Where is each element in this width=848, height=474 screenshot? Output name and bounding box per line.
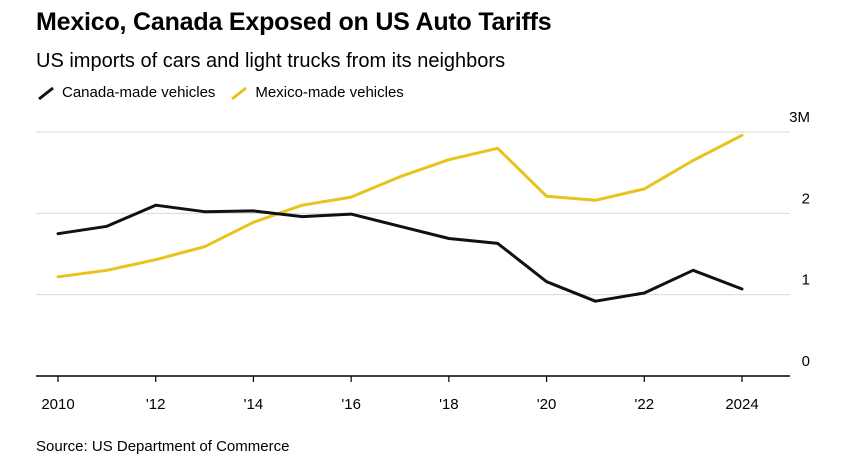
legend-label-mexico: Mexico-made vehicles (255, 84, 404, 101)
x-tick-label-5: '20 (537, 396, 557, 413)
series-line-canada (56, 203, 744, 303)
legend-item-mexico: Mexico-made vehicles (229, 84, 404, 101)
y-tick-label-3: 3M (789, 109, 810, 126)
x-tick-label-7: 2024 (725, 396, 758, 413)
legend-swatch-mexico (231, 86, 248, 100)
x-tick-label-1: '12 (146, 396, 166, 413)
x-tick-label-2: '14 (244, 396, 264, 413)
x-tick-label-0: 2010 (41, 396, 74, 413)
legend: Canada-made vehicles Mexico-made vehicle… (36, 84, 418, 101)
x-tick-label-6: '22 (635, 396, 655, 413)
source-note: Source: US Department of Commerce (36, 438, 290, 455)
y-tick-label-2: 2 (802, 190, 810, 207)
series-line-mexico (56, 133, 744, 279)
chart-title: Mexico, Canada Exposed on US Auto Tariff… (36, 8, 552, 36)
legend-label-canada: Canada-made vehicles (62, 84, 216, 101)
y-tick-label-0: 0 (802, 353, 810, 370)
legend-swatch-canada (38, 86, 54, 100)
y-tick-label-1: 1 (802, 272, 810, 289)
legend-item-canada: Canada-made vehicles (36, 84, 215, 101)
x-tick-label-4: '18 (439, 396, 459, 413)
chart-subtitle: US imports of cars and light trucks from… (36, 50, 506, 72)
x-tick-label-3: '16 (341, 396, 361, 413)
